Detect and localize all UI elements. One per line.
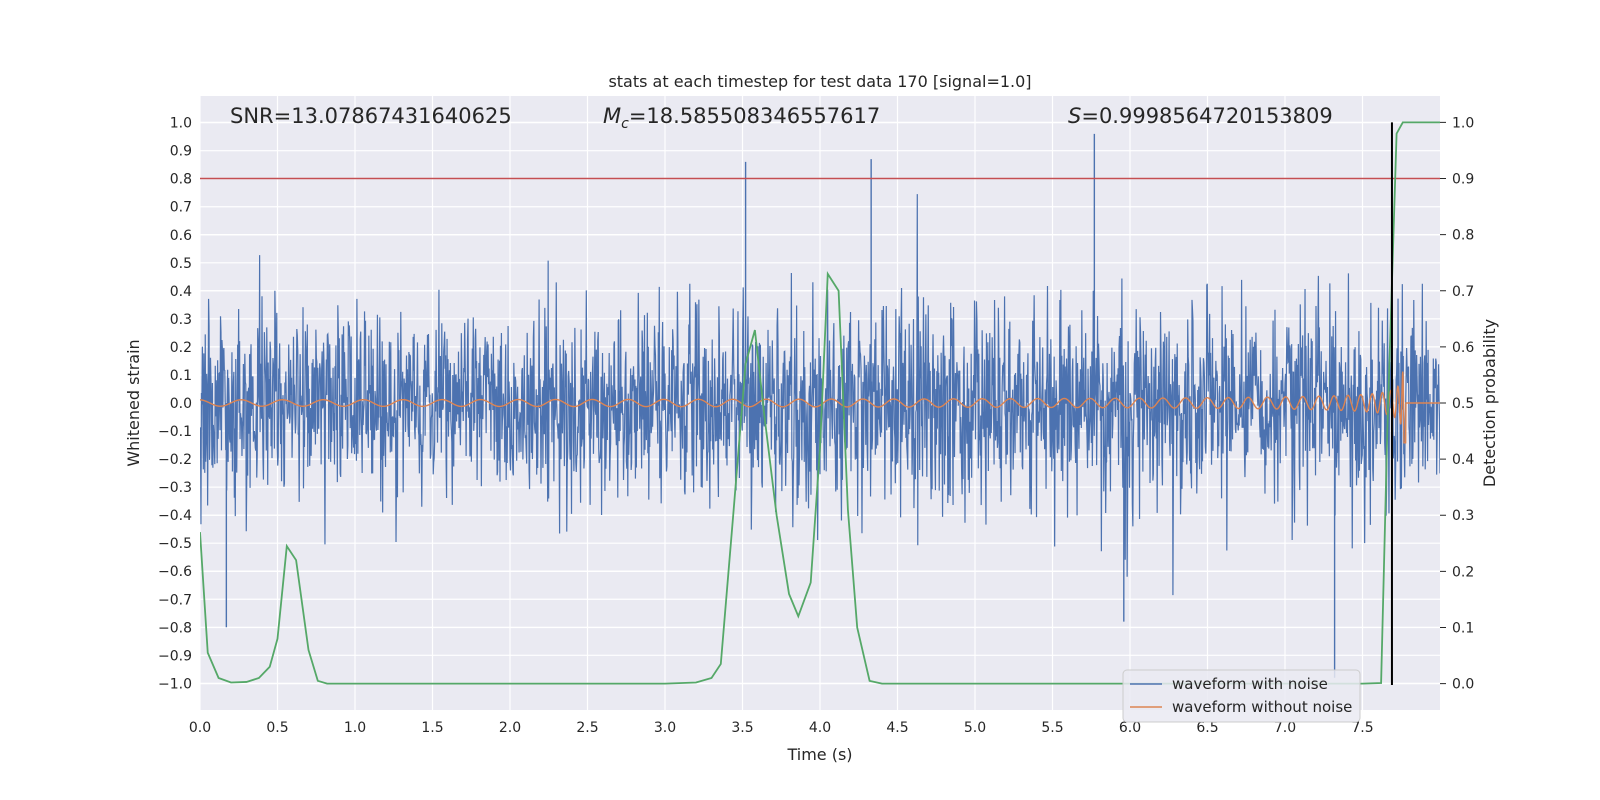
y-tick-label: 0.0 bbox=[170, 396, 192, 412]
score-symbol: S bbox=[1068, 104, 1081, 128]
y2-axis-label: Detection probability bbox=[1480, 319, 1499, 487]
x-tick-label: 7.5 bbox=[1351, 720, 1373, 736]
series-waveform-without-noise bbox=[200, 371, 1440, 444]
y-tick-label: −0.8 bbox=[158, 620, 192, 636]
y2-tick-label: 0.4 bbox=[1452, 452, 1474, 468]
y2-tick-label: 0.1 bbox=[1452, 620, 1474, 636]
x-tick-label: 6.0 bbox=[1119, 720, 1141, 736]
x-tick-label: 2.5 bbox=[576, 720, 598, 736]
x-tick-label: 2.0 bbox=[499, 720, 521, 736]
x-tick-label: 5.0 bbox=[964, 720, 986, 736]
x-tick-label: 1.5 bbox=[421, 720, 443, 736]
x-tick-label: 3.0 bbox=[654, 720, 676, 736]
snr-annotation: SNR=13.07867431640625 bbox=[230, 104, 512, 128]
y2-tick-label: 1.0 bbox=[1452, 115, 1474, 131]
chart-title: stats at each timestep for test data 170… bbox=[608, 72, 1031, 91]
score-value: =0.9998564720153809 bbox=[1081, 104, 1332, 128]
legend: waveform with noise waveform without noi… bbox=[1122, 669, 1361, 723]
y-tick-label: −0.7 bbox=[158, 592, 192, 608]
y2-tick-label: 0.5 bbox=[1452, 396, 1474, 412]
y-tick-label: −0.4 bbox=[158, 508, 192, 524]
y2-tick-label: 0.0 bbox=[1452, 677, 1474, 693]
legend-box bbox=[1122, 669, 1361, 723]
y2-tick-label: 0.6 bbox=[1452, 340, 1474, 356]
y-tick-label: −0.3 bbox=[158, 480, 192, 496]
y-tick-label: 0.6 bbox=[170, 228, 192, 244]
x-tick-label: 4.5 bbox=[886, 720, 908, 736]
y-tick-label: −0.1 bbox=[158, 424, 192, 440]
x-tick-label: 6.5 bbox=[1196, 720, 1218, 736]
y-tick-label: 0.5 bbox=[170, 256, 192, 272]
y-tick-label: 1.0 bbox=[170, 116, 192, 132]
y-tick-label: 0.9 bbox=[170, 144, 192, 160]
x-axis-label: Time (s) bbox=[786, 745, 852, 764]
y-tick-label: 0.3 bbox=[170, 312, 192, 328]
y-axis-ticks: −1.0 −0.9 −0.8 −0.7 −0.6 −0.5 −0.4 −0.3 −0.2 −0.1… bbox=[158, 116, 192, 693]
x-axis-ticks: 0.0 0.5 1.0 1.5 2.0 2.5 3.0 3.5 4.0 4.5 5.0 5.5 6.0 6… bbox=[189, 720, 1374, 736]
y2-axis-ticks: 0.0 0.1 0.2 0.3 0.4 0.5 0.6 0.7 0.8 0.9 1.0 bbox=[1440, 115, 1474, 693]
y-tick-label: 0.8 bbox=[170, 172, 192, 188]
y-tick-label: −0.2 bbox=[158, 452, 192, 468]
x-tick-label: 5.5 bbox=[1041, 720, 1063, 736]
chirp-mass-symbol: M bbox=[603, 104, 621, 128]
legend-label-clean: waveform without noise bbox=[1172, 698, 1352, 716]
y-tick-label: 0.1 bbox=[170, 368, 192, 384]
y-tick-label: 0.7 bbox=[170, 200, 192, 216]
x-tick-label: 4.0 bbox=[809, 720, 831, 736]
chirp-mass-subscript: c bbox=[621, 116, 629, 132]
y-tick-label: −1.0 bbox=[158, 676, 192, 692]
y2-tick-label: 0.2 bbox=[1452, 564, 1474, 580]
x-tick-label: 1.0 bbox=[344, 720, 366, 736]
y-tick-label: −0.9 bbox=[158, 648, 192, 664]
x-tick-label: 0.5 bbox=[266, 720, 288, 736]
y2-tick-label: 0.9 bbox=[1452, 172, 1474, 188]
y-tick-label: −0.5 bbox=[158, 536, 192, 552]
chirp-mass-value: =18.585508346557617 bbox=[629, 104, 880, 128]
legend-label-noise: waveform with noise bbox=[1172, 675, 1328, 693]
score-annotation: S=0.9998564720153809 bbox=[1068, 104, 1333, 128]
y-tick-label: −0.6 bbox=[158, 564, 192, 580]
x-tick-label: 0.0 bbox=[189, 720, 211, 736]
y-axis-label: Whitened strain bbox=[124, 339, 143, 466]
y-tick-label: 0.4 bbox=[170, 284, 192, 300]
y2-tick-label: 0.8 bbox=[1452, 228, 1474, 244]
y2-tick-label: 0.3 bbox=[1452, 508, 1474, 524]
y2-tick-label: 0.7 bbox=[1452, 284, 1474, 300]
x-tick-label: 3.5 bbox=[731, 720, 753, 736]
x-tick-label: 7.0 bbox=[1274, 720, 1296, 736]
chirp-mass-annotation: Mc=18.585508346557617 bbox=[603, 104, 880, 132]
y-tick-label: 0.2 bbox=[170, 340, 192, 356]
series-waveform-with-noise bbox=[200, 194, 1440, 596]
